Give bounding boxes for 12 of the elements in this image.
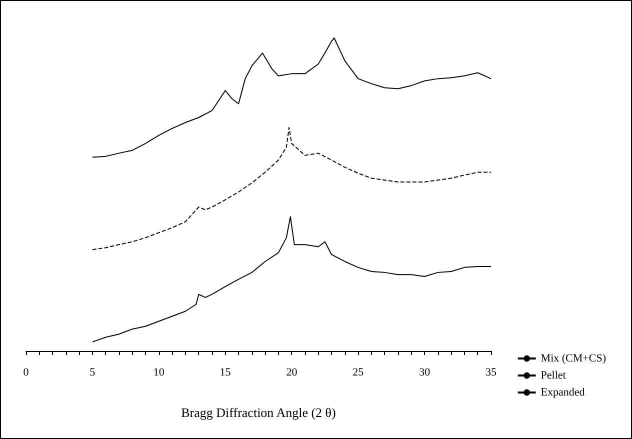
x-tick-label: 35 [486, 366, 497, 378]
x-tick-label: 0 [23, 366, 30, 378]
x-tick-label: 10 [153, 366, 165, 378]
legend-label: Mix (CM+CS) [540, 352, 606, 364]
x-tick-label: 15 [220, 366, 232, 378]
x-tick-label: 5 [90, 366, 96, 378]
x-axis-title: Bragg Diffraction Angle (2 θ) [181, 405, 336, 420]
x-tick-label: 30 [419, 366, 431, 378]
x-tick-label: 25 [352, 366, 364, 378]
legend-label: Pellet [540, 370, 566, 382]
legend-label: Expanded [540, 386, 586, 398]
x-tick-label: 20 [286, 366, 298, 378]
